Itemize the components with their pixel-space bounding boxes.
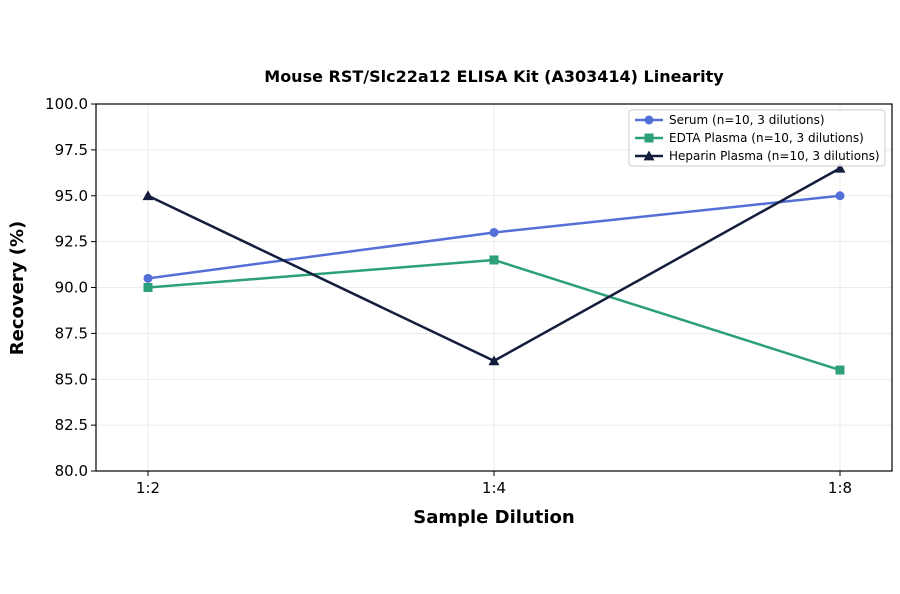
series-lines [142, 162, 846, 375]
y-tick-label: 85.0 [55, 370, 88, 388]
legend-entry: Serum (n=10, 3 dilutions) [635, 113, 825, 127]
data-point [489, 255, 499, 265]
data-point [835, 365, 845, 375]
chart-title: Mouse RST/Slc22a12 ELISA Kit (A303414) L… [264, 67, 724, 86]
x-axis-label: Sample Dilution [413, 507, 574, 528]
legend-entry: EDTA Plasma (n=10, 3 dilutions) [635, 131, 864, 145]
legend: Serum (n=10, 3 dilutions) EDTA Plasma (n=… [628, 109, 886, 167]
data-point [488, 355, 500, 366]
series-1 [143, 191, 845, 283]
y-tick-label: 95.0 [55, 187, 88, 205]
legend-label: Heparin Plasma (n=10, 3 dilutions) [669, 149, 880, 163]
x-tick-label: 1:4 [482, 479, 506, 497]
legend-box [628, 109, 886, 167]
y-tick-label: 82.5 [55, 416, 88, 434]
series-2 [143, 255, 845, 375]
legend-label: EDTA Plasma (n=10, 3 dilutions) [669, 131, 864, 145]
legend-marker [644, 115, 654, 125]
legend-entry: Heparin Plasma (n=10, 3 dilutions) [635, 149, 880, 163]
data-point [489, 227, 499, 237]
axis-ticks: 1:2 1:4 1:8 80.0 82.5 85.0 87.5 90.0 92.5 95.0 97.… [45, 95, 852, 497]
data-point [142, 190, 154, 201]
x-tick-label: 1:8 [828, 479, 852, 497]
legend-marker [644, 133, 654, 143]
y-tick-label: 97.5 [55, 141, 88, 159]
data-point [835, 191, 845, 201]
legend-marker [643, 150, 655, 161]
series-3 [142, 162, 846, 366]
x-tick-label: 1:2 [136, 479, 160, 497]
data-point [143, 283, 153, 292]
y-tick-label: 90.0 [55, 279, 88, 297]
y-tick-label: 87.5 [55, 324, 88, 342]
y-axis-label: Recovery (%) [7, 221, 28, 355]
legend-label: Serum (n=10, 3 dilutions) [669, 113, 825, 127]
data-point [834, 162, 846, 173]
y-tick-label: 92.5 [55, 233, 88, 251]
y-tick-label: 100.0 [45, 95, 88, 113]
data-point [143, 273, 153, 283]
y-tick-label: 80.0 [55, 462, 88, 480]
